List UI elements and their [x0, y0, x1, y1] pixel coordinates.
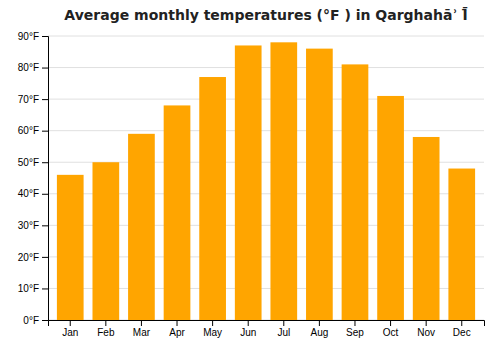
tick: 0°F: [23, 315, 48, 326]
bar: [57, 175, 84, 320]
tick-label: 40°F: [18, 188, 39, 199]
tick: 80°F: [18, 62, 48, 73]
x-axis: Jan Feb Mar Apr May Jun Jul Aug Sep Oct Nov Dec: [49, 320, 485, 338]
tick-label: Aug: [310, 327, 328, 338]
grid-line: [48, 99, 484, 100]
tick: 40°F: [18, 188, 48, 199]
tick: 50°F: [18, 157, 48, 168]
bar: [199, 77, 226, 320]
tick: Aug: [310, 320, 328, 338]
tick-line: [42, 36, 48, 37]
bar: [235, 45, 262, 320]
bar: [306, 49, 333, 320]
bar: [342, 64, 369, 320]
tick-line: [42, 288, 48, 289]
tick: Dec: [453, 320, 471, 338]
tick: 10°F: [18, 283, 48, 294]
tick-label: Jun: [240, 327, 256, 338]
tick-label: Sep: [346, 327, 364, 338]
plot: 0°F 10°F 20°F 30°F 40°F 50°F 60°F 70°F 80°F 90°F J…: [18, 31, 485, 338]
tick: Sep: [346, 320, 364, 338]
tick: 70°F: [18, 94, 48, 105]
tick-label: May: [203, 327, 222, 338]
tick-line: [42, 162, 48, 163]
tick-label: Feb: [97, 327, 115, 338]
tick-label: 50°F: [18, 157, 39, 168]
tick-line: [105, 320, 106, 326]
tick-line: [319, 320, 320, 326]
chart: Average monthly temperatures (°F ) in Qa…: [0, 0, 500, 350]
grid-line: [48, 130, 484, 131]
bar: [377, 96, 404, 320]
tick: Nov: [417, 320, 435, 338]
tick-label: 10°F: [18, 283, 39, 294]
grid-line: [48, 36, 484, 37]
axis-domain: [42, 37, 49, 321]
tick-label: Oct: [383, 327, 399, 338]
tick: Apr: [169, 320, 185, 338]
y-axis: 0°F 10°F 20°F 30°F 40°F 50°F 60°F 70°F 80°F 90°F: [18, 31, 49, 326]
tick: Oct: [383, 320, 399, 338]
tick-label: Dec: [453, 327, 471, 338]
tick-label: Jul: [277, 327, 290, 338]
tick-line: [42, 225, 48, 226]
tick-label: Apr: [169, 327, 185, 338]
tick-line: [390, 320, 391, 326]
tick: Jan: [62, 320, 78, 338]
bar: [164, 105, 191, 320]
bar: [270, 42, 297, 320]
tick-label: 0°F: [23, 315, 39, 326]
tick: Jul: [277, 320, 290, 338]
bars: [57, 42, 475, 320]
tick-line: [461, 320, 462, 326]
tick: 20°F: [18, 252, 48, 263]
tick-line: [42, 131, 48, 132]
tick-label: 60°F: [18, 125, 39, 136]
tick-label: Nov: [417, 327, 435, 338]
bar: [128, 134, 155, 320]
tick-line: [42, 257, 48, 258]
axis-domain: [49, 321, 485, 327]
tick-label: 30°F: [18, 220, 39, 231]
tick-label: 20°F: [18, 252, 39, 263]
tick-line: [354, 320, 355, 326]
tick-line: [177, 320, 178, 326]
title: Average monthly temperatures (°F ) in Qa…: [64, 6, 467, 23]
tick-label: Mar: [133, 327, 151, 338]
tick-label: 80°F: [18, 62, 39, 73]
grid-line: [48, 67, 484, 68]
tick: Jun: [240, 320, 256, 338]
tick-line: [248, 320, 249, 326]
tick-line: [42, 194, 48, 195]
tick: Mar: [133, 320, 151, 338]
tick: May: [203, 320, 222, 338]
grid: [48, 36, 484, 320]
tick-line: [70, 320, 71, 326]
tick-label: Jan: [62, 327, 78, 338]
tick-line: [42, 320, 48, 321]
tick: 90°F: [18, 31, 48, 42]
tick-label: 90°F: [18, 31, 39, 42]
bar: [92, 162, 119, 320]
tick: Feb: [97, 320, 115, 338]
tick-line: [141, 320, 142, 326]
bar: [413, 137, 440, 320]
tick-line: [42, 68, 48, 69]
tick-line: [212, 320, 213, 326]
bar: [448, 169, 475, 320]
tick-label: 70°F: [18, 94, 39, 105]
tick-line: [283, 320, 284, 326]
tick-line: [42, 99, 48, 100]
tick: 60°F: [18, 125, 48, 136]
tick: 30°F: [18, 220, 48, 231]
tick-line: [426, 320, 427, 326]
